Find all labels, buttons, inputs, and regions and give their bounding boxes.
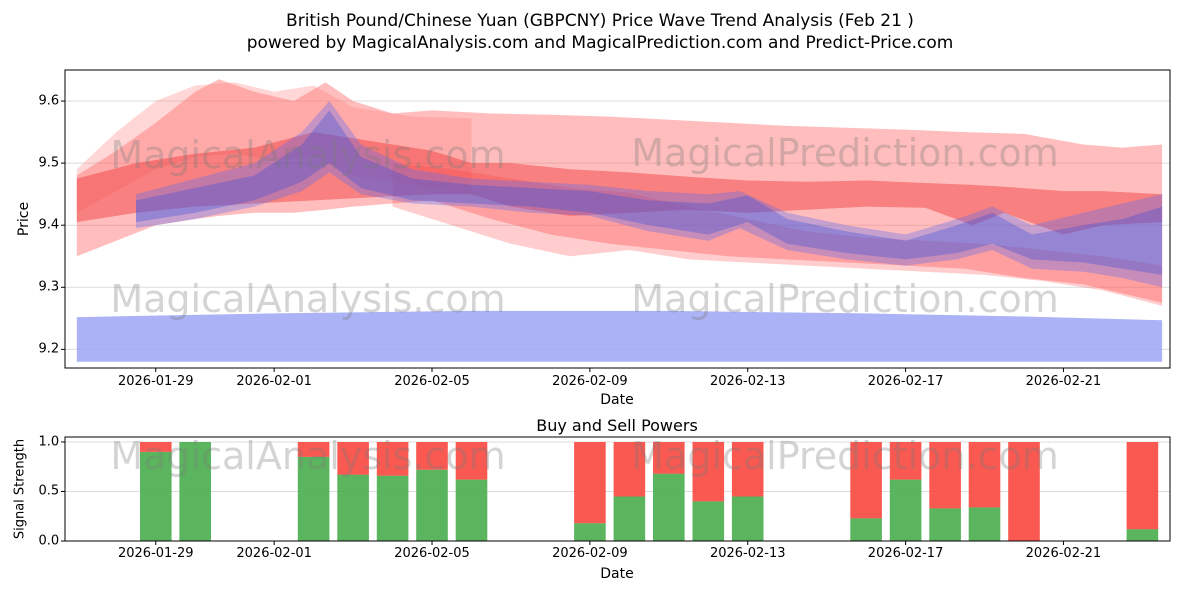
- x-tick-label: 2026-02-09: [552, 374, 628, 389]
- sell-power-bar: [653, 442, 685, 474]
- axes-frame: [64, 436, 1171, 542]
- y-tick-label: 9.6: [38, 93, 60, 109]
- sell-power-bar: [140, 442, 172, 452]
- signal-strength-axis-label: Signal Strength: [12, 438, 28, 540]
- buy-power-bar: [653, 473, 685, 541]
- x-tick-label: 2026-02-21: [1025, 374, 1102, 389]
- band-trend-core-blue: [136, 110, 1163, 275]
- sell-power-bar: [455, 442, 488, 480]
- power-chart-title: Buy and Sell Powers: [536, 416, 698, 435]
- buy-power-bar: [337, 474, 369, 541]
- axes-frame: [64, 69, 1171, 369]
- y-tick-label: 9.3: [38, 279, 60, 295]
- buy-power-bar: [1126, 529, 1159, 541]
- sell-power-bar: [337, 442, 369, 475]
- y-tick-label: 1.0: [38, 434, 60, 450]
- x-tick-label: 2026-02-05: [394, 546, 470, 561]
- date-axis-label-top: Date: [600, 392, 634, 408]
- sell-power-bar: [929, 442, 961, 509]
- x-tick-label: 2026-02-13: [709, 374, 786, 389]
- figure-title-line1: British Pound/Chinese Yuan (GBPCNY) Pric…: [286, 11, 914, 31]
- y-tick-label: 9.4: [38, 217, 60, 233]
- band-resistance-fan-left-red: [76, 82, 472, 213]
- x-tick-label: 2026-02-09: [552, 546, 628, 561]
- buy-power-bar: [968, 507, 1001, 541]
- buy-power-bar: [929, 508, 961, 541]
- buy-power-bar: [574, 523, 606, 541]
- sell-power-bar: [376, 442, 409, 476]
- sell-power-bar: [1126, 442, 1159, 530]
- x-tick-label: 2026-02-17: [867, 374, 944, 389]
- y-tick-label: 9.2: [38, 341, 60, 357]
- x-tick-label: 2026-02-01: [236, 546, 312, 561]
- band-resistance-lower-red: [392, 163, 1163, 306]
- sell-power-bar: [889, 442, 922, 480]
- price-wave-bands: [76, 79, 1163, 362]
- band-trend-mid-blue: [136, 101, 1163, 288]
- x-tick-label: 2026-02-01: [236, 374, 312, 389]
- x-tick-label: 2026-02-21: [1025, 546, 1102, 561]
- buy-power-bar: [613, 496, 646, 541]
- y-tick-label: 9.5: [38, 155, 60, 171]
- buy-power-bar: [692, 501, 725, 541]
- sell-power-bar: [297, 442, 330, 457]
- figure-title-line2: powered by MagicalAnalysis.com and Magic…: [246, 33, 954, 53]
- sell-power-bar: [574, 442, 606, 524]
- x-tick-label: 2026-02-17: [867, 546, 944, 561]
- y-tick-label: 0.5: [38, 483, 60, 499]
- x-tick-label: 2026-01-29: [117, 546, 194, 561]
- buy-power-bar: [140, 451, 172, 541]
- sell-power-bar: [968, 442, 1001, 508]
- y-tick-label: 0.0: [38, 533, 60, 549]
- sell-power-bar: [731, 442, 764, 497]
- buy-power-bar: [889, 479, 922, 541]
- x-tick-label: 2026-02-05: [394, 374, 470, 389]
- band-support-zone-blue: [76, 310, 1163, 362]
- buy-power-bar: [416, 469, 448, 541]
- sell-power-bar: [613, 442, 646, 497]
- buy-power-bar: [731, 496, 764, 541]
- band-resistance-core-red: [76, 132, 1163, 235]
- sell-power-bar: [1008, 442, 1040, 541]
- x-tick-label: 2026-02-13: [709, 546, 786, 561]
- sell-power-bar: [416, 442, 448, 470]
- date-axis-label-bottom: Date: [600, 566, 634, 582]
- buy-power-bar: [376, 475, 409, 541]
- sell-power-bar: [850, 442, 882, 519]
- x-tick-label: 2026-01-29: [117, 374, 194, 389]
- buy-power-bar: [179, 442, 211, 541]
- price-axis-label: Price: [16, 201, 32, 237]
- sell-power-bar: [692, 442, 725, 502]
- buy-power-bar: [297, 456, 330, 541]
- buy-power-bar: [850, 518, 882, 541]
- band-resistance-outer-red: [76, 79, 1163, 303]
- buy-power-bar: [455, 479, 488, 541]
